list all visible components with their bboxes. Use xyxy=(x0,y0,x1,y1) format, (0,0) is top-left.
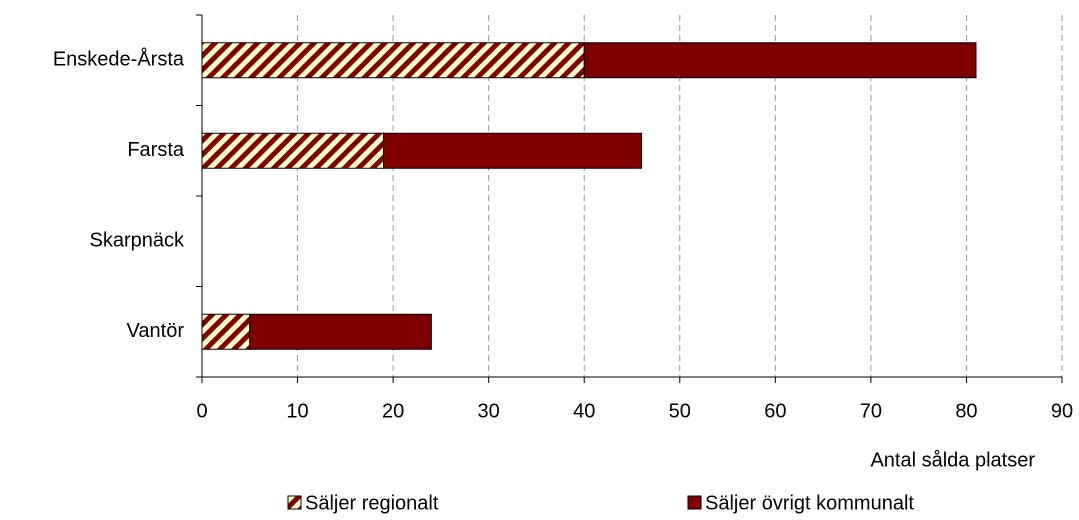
legend-swatch xyxy=(287,495,302,510)
x-tick-label: 90 xyxy=(1051,400,1073,422)
x-tick-label: 80 xyxy=(955,400,977,422)
y-tick-label: Enskede-Årsta xyxy=(53,48,185,71)
legend-swatch xyxy=(687,495,702,510)
x-tick-label: 0 xyxy=(196,400,207,422)
bar-segment xyxy=(383,132,643,169)
y-tick-label: Farsta xyxy=(127,139,185,161)
x-axis-label: Antal sålda platser xyxy=(870,449,1035,471)
x-tick-label: 70 xyxy=(860,400,882,422)
bar-segment xyxy=(249,313,432,350)
bar-segment xyxy=(583,42,977,79)
bar-segment xyxy=(201,132,385,169)
x-tick-label: 60 xyxy=(764,400,786,422)
legend-label: Säljer regionalt xyxy=(305,492,439,514)
x-tick-label: 20 xyxy=(382,400,404,422)
y-tick-label: Skarpnäck xyxy=(90,230,185,252)
x-tick-label: 10 xyxy=(286,400,308,422)
x-tick-label: 50 xyxy=(669,400,691,422)
y-tick-label: Vantör xyxy=(127,320,185,342)
x-tick-label: 40 xyxy=(573,400,595,422)
legend-label: Säljer övrigt kommunalt xyxy=(705,492,914,514)
x-tick-label: 30 xyxy=(478,400,500,422)
bar-segment xyxy=(201,42,585,79)
bar-segment xyxy=(201,313,251,350)
